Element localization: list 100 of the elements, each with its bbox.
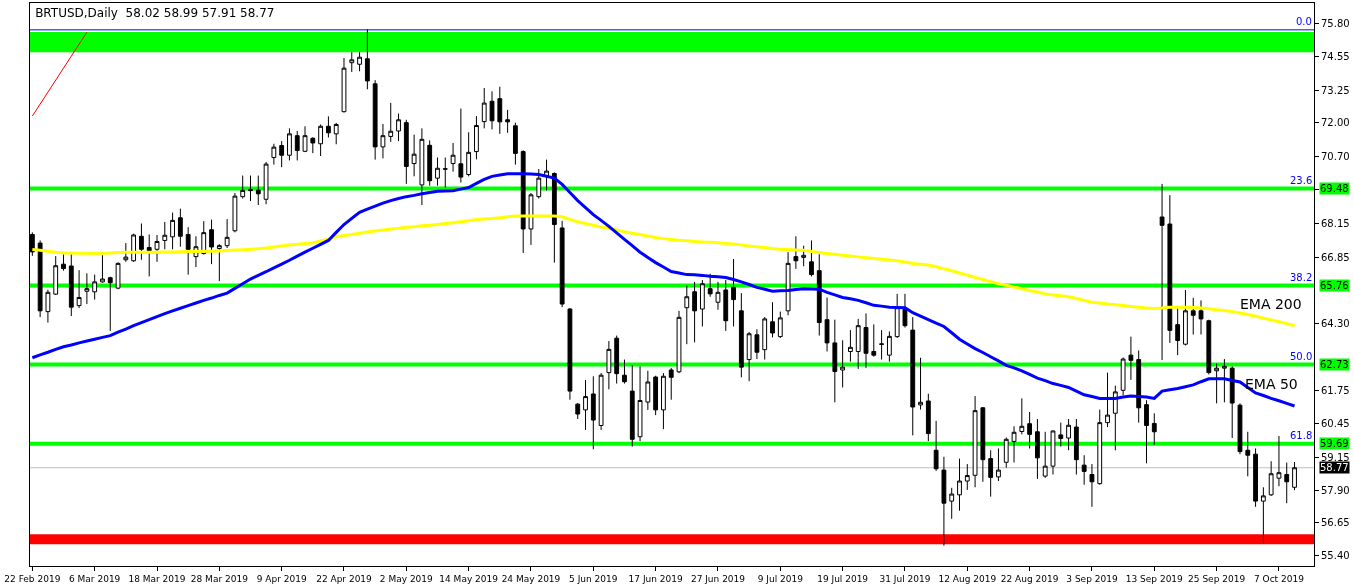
annotation: 23.6	[1290, 175, 1313, 186]
candlestick	[777, 311, 783, 339]
candlestick	[886, 330, 892, 363]
candlestick	[676, 310, 682, 374]
x-tick-label: 7 Oct 2019	[1253, 573, 1305, 584]
candlestick	[294, 130, 300, 161]
y-tick-label: 64.30	[1321, 318, 1350, 330]
candlestick	[1058, 422, 1064, 448]
candlestick	[326, 115, 331, 138]
ref-line-label: 69.48	[1320, 183, 1349, 194]
y-tick-label: 60.45	[1321, 418, 1350, 430]
chart-title: BRTUSD,Daily 58.02 58.99 57.91 58.77	[35, 6, 275, 21]
y-tick-label: 55.40	[1321, 550, 1350, 562]
candlestick	[1253, 447, 1258, 508]
candlestick	[1112, 385, 1118, 451]
candlestick	[302, 125, 308, 153]
candlestick	[76, 269, 82, 309]
candlestick	[668, 367, 674, 401]
candlestick	[1011, 425, 1017, 464]
candlestick	[1019, 397, 1025, 435]
candlestick	[629, 364, 635, 448]
candlestick	[606, 340, 612, 390]
x-tick-label: 13 Sep 2019	[1125, 573, 1184, 584]
candlestick	[357, 51, 362, 72]
candlestick	[411, 134, 417, 177]
candlestick	[840, 339, 846, 388]
candlestick	[731, 258, 736, 327]
candlestick	[474, 115, 479, 160]
candlestick	[1159, 183, 1165, 361]
y-tick-label: 75.80	[1321, 18, 1350, 30]
candlestick	[92, 274, 98, 301]
candlestick	[770, 301, 775, 338]
candlestick	[1136, 349, 1142, 424]
candlestick	[1151, 412, 1157, 446]
candlestick	[528, 192, 534, 246]
candlestick	[162, 221, 168, 250]
candlestick	[918, 357, 923, 411]
candlestick	[661, 372, 666, 430]
candlestick	[177, 208, 183, 248]
candlestick	[115, 261, 121, 290]
candlestick	[715, 281, 721, 311]
candlestick	[1105, 372, 1110, 428]
candlestick	[271, 143, 277, 166]
y-tick-label: 61.75	[1321, 384, 1350, 396]
candlestick	[762, 316, 768, 361]
candlestick	[598, 372, 604, 431]
candlestick	[793, 235, 799, 270]
candlestick	[505, 109, 511, 134]
annotation: 50.0	[1290, 351, 1313, 362]
x-tick-label: 18 Mar 2019	[128, 573, 186, 584]
candlestick	[1120, 356, 1126, 396]
series-label: EMA 200	[1240, 296, 1302, 312]
candlestick	[590, 375, 596, 450]
candlestick	[224, 218, 230, 249]
candlestick	[139, 223, 144, 261]
candlestick	[255, 175, 261, 206]
candlestick	[287, 127, 292, 161]
x-tick-label: 9 Apr 2019	[256, 573, 307, 584]
candlestick	[37, 239, 43, 318]
candlestick	[458, 108, 464, 184]
x-tick-label: 28 Mar 2019	[190, 573, 249, 584]
candlestick	[318, 123, 324, 157]
candlestick	[871, 323, 877, 358]
candlestick	[824, 297, 830, 352]
candlestick	[692, 281, 697, 343]
x-tick-label: 3 Sep 2019	[1066, 573, 1118, 584]
candlestick	[801, 245, 807, 267]
candlestick	[536, 168, 542, 199]
candlestick	[816, 253, 822, 337]
candlestick	[435, 157, 440, 187]
ref-line-label: 58.77	[1320, 462, 1349, 473]
candlestick	[738, 292, 744, 378]
ref-line-label: 59.69	[1320, 438, 1349, 449]
candlestick	[1190, 297, 1196, 336]
candlestick	[84, 272, 90, 305]
candlestick	[949, 487, 955, 520]
candlestick	[1003, 437, 1009, 469]
candlestick	[1237, 402, 1243, 455]
candlestick	[68, 253, 74, 317]
candlestick	[1206, 319, 1212, 375]
candlestick	[848, 329, 853, 363]
candlestick	[372, 79, 378, 161]
candlestick	[209, 219, 214, 265]
x-tick-label: 22 Apr 2019	[316, 573, 373, 584]
candlestick	[1292, 461, 1297, 491]
candlestick	[988, 449, 994, 498]
y-tick-label: 66.85	[1321, 251, 1350, 263]
candlestick	[754, 328, 760, 360]
candlestick	[746, 331, 752, 382]
x-tick-label: 14 May 2019	[439, 573, 499, 584]
candlestick	[1042, 431, 1048, 479]
candlestick	[972, 395, 978, 488]
candlestick	[1260, 486, 1266, 544]
candlestick	[723, 279, 729, 332]
x-tick-label: 9 Jul 2019	[757, 573, 804, 584]
candlestick	[575, 402, 581, 420]
candlestick	[520, 149, 526, 254]
y-tick-label: 57.90	[1321, 484, 1350, 496]
candlestick	[61, 253, 66, 272]
candlestick	[497, 86, 503, 135]
